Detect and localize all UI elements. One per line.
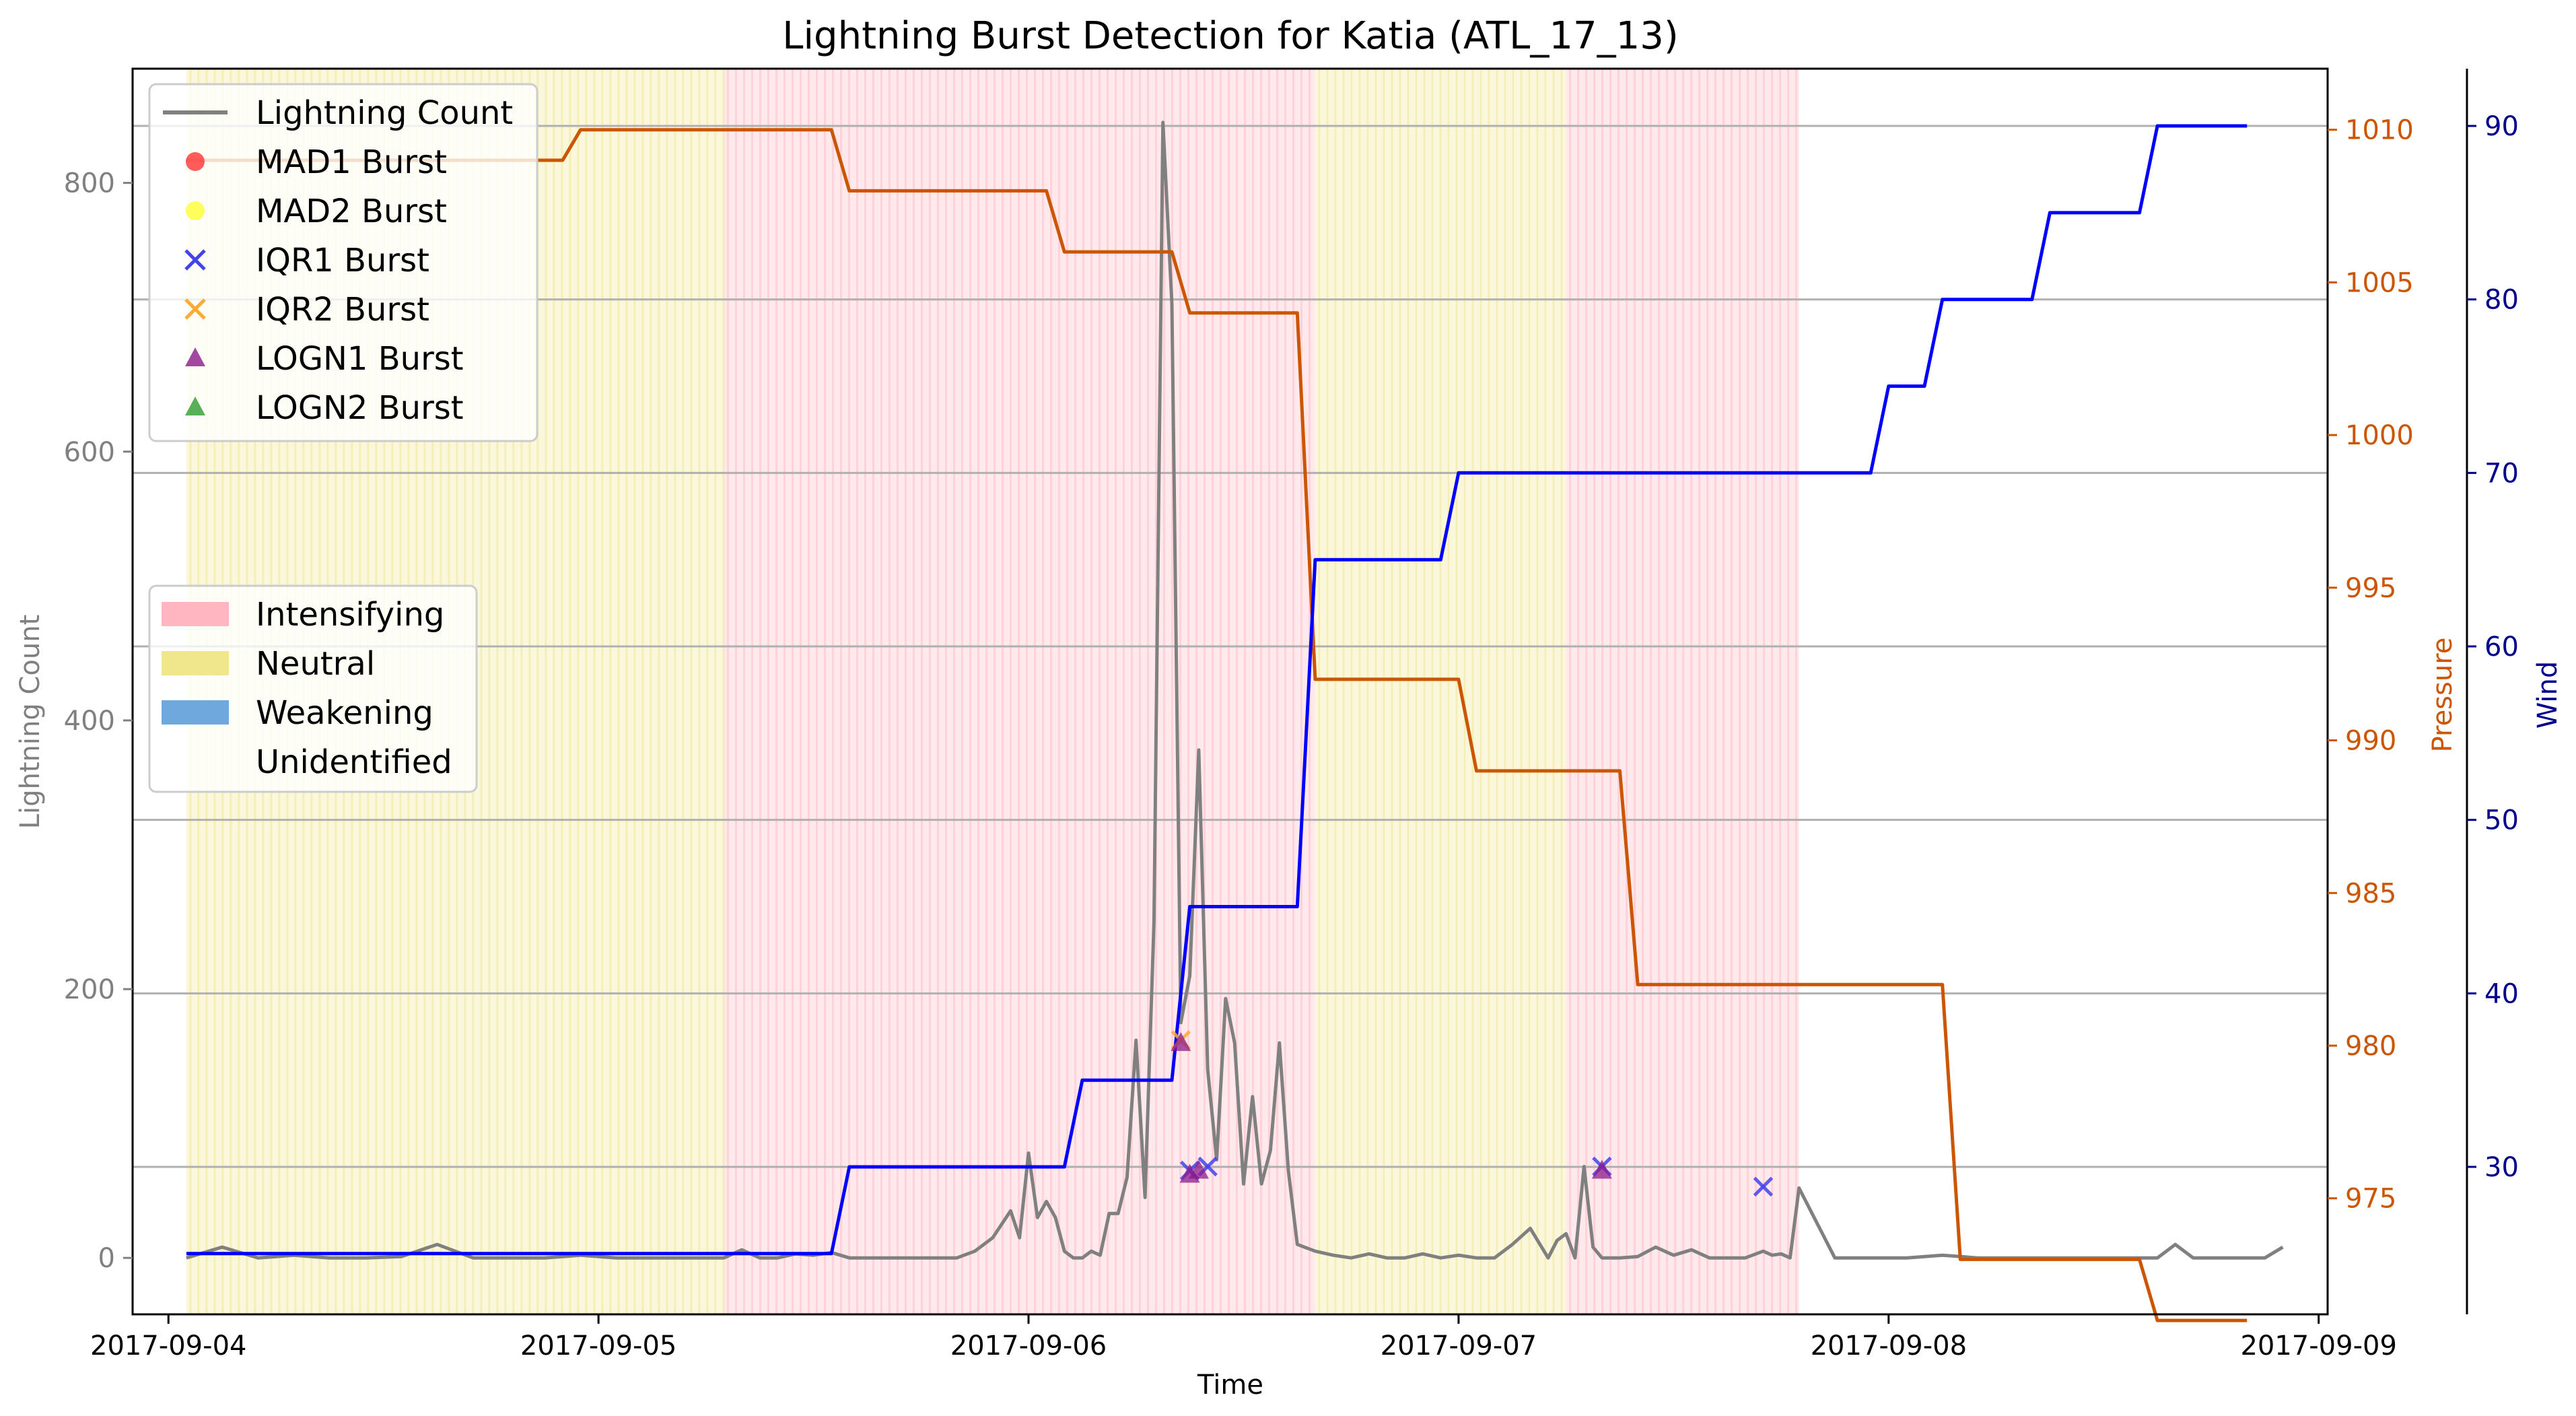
burst-marker-iqr1-burst bbox=[1753, 1176, 1774, 1197]
y-pressure-tick-label: 1000 bbox=[2345, 420, 2414, 451]
legend-phase-swatch bbox=[162, 602, 229, 626]
legend-entry: Unidentified bbox=[256, 743, 452, 781]
legend-label: LOGN1 Burst bbox=[256, 340, 464, 378]
legend-phase-swatch bbox=[162, 700, 229, 724]
legend-label: IQR1 Burst bbox=[256, 242, 429, 279]
phase-band-1 bbox=[724, 69, 1315, 1314]
legend-label: Lightning Count bbox=[256, 94, 513, 132]
legend-entry: Weakening bbox=[162, 694, 433, 732]
legend-entry: LOGN2 Burst bbox=[185, 389, 464, 427]
legend-circle-swatch bbox=[186, 201, 205, 220]
y-left-tick-label: 800 bbox=[64, 168, 115, 199]
legend-entry: IQR1 Burst bbox=[184, 242, 429, 279]
plot-frame bbox=[131, 67, 2329, 1316]
y-left-tick-label: 400 bbox=[64, 706, 115, 737]
legend-x-swatch bbox=[184, 298, 206, 320]
legend-label: LOGN2 Burst bbox=[256, 389, 464, 427]
y-wind-tick-label: 40 bbox=[2484, 978, 2519, 1009]
legend-label: MAD2 Burst bbox=[256, 193, 447, 230]
y-pressure-tick-label: 985 bbox=[2345, 878, 2396, 909]
y-left-tick-label: 200 bbox=[64, 974, 115, 1005]
series-line-lightning-count bbox=[186, 121, 2284, 1260]
y-left-tick-label: 600 bbox=[64, 437, 115, 468]
legend-phases: Intensifying Neutral Weakening Unidentified bbox=[148, 584, 478, 793]
y-pressure-tick-label: 990 bbox=[2345, 726, 2396, 757]
series-line-wind bbox=[186, 124, 2248, 1256]
phase-band-2 bbox=[1315, 69, 1566, 1314]
x-tick-label: 2017-09-09 bbox=[2240, 1330, 2396, 1361]
y-wind-tick-label: 30 bbox=[2484, 1152, 2519, 1183]
legend-circle-swatch bbox=[186, 152, 205, 171]
legend-label: Neutral bbox=[256, 645, 375, 683]
legend-entry: LOGN1 Burst bbox=[185, 340, 464, 378]
chart-title: Lightning Burst Detection for Katia (ATL… bbox=[782, 14, 1678, 58]
series-lines bbox=[186, 121, 2284, 1322]
legend-label: MAD1 Burst bbox=[256, 143, 447, 181]
y-axis-label-lightning: Lightning Count bbox=[15, 615, 46, 830]
legend-entry: Lightning Count bbox=[163, 94, 513, 132]
y-wind-tick-label: 50 bbox=[2484, 805, 2519, 836]
legend-x-swatch bbox=[184, 249, 206, 271]
phase-band-3 bbox=[1566, 69, 1799, 1314]
x-tick-label: 2017-09-05 bbox=[520, 1330, 676, 1361]
legend-entry: Intensifying bbox=[162, 596, 444, 634]
y-wind-tick-label: 60 bbox=[2484, 632, 2519, 663]
y-axis-label-pressure: Pressure bbox=[2427, 638, 2458, 753]
series-line-pressure bbox=[186, 128, 2248, 1322]
legend-label: IQR2 Burst bbox=[256, 291, 429, 329]
legend-entry: IQR2 Burst bbox=[184, 291, 429, 329]
y-pressure-tick-label: 1005 bbox=[2345, 267, 2414, 298]
legend-triangle-swatch bbox=[185, 347, 205, 366]
burst-markers bbox=[1171, 1030, 1774, 1197]
x-tick-label: 2017-09-07 bbox=[1381, 1330, 1537, 1361]
legend-entry: MAD1 Burst bbox=[186, 143, 447, 181]
legend-entry: MAD2 Burst bbox=[186, 193, 447, 230]
legend-phase-swatch bbox=[162, 651, 229, 675]
burst-x-stroke bbox=[1753, 1176, 1774, 1197]
y-left-tick-label: 0 bbox=[98, 1243, 115, 1274]
legend-label: Intensifying bbox=[256, 596, 444, 634]
y-pressure-tick-label: 995 bbox=[2345, 573, 2396, 604]
x-tick-label: 2017-09-06 bbox=[950, 1330, 1107, 1361]
x-axis-label: Time bbox=[1197, 1370, 1263, 1401]
phase-stripes-2 bbox=[1318, 69, 1563, 1314]
legend-series-box bbox=[148, 83, 538, 442]
x-tick-label: 2017-09-04 bbox=[90, 1330, 246, 1361]
burst-marker-logn1-burst bbox=[1188, 1159, 1209, 1179]
legend-triangle-swatch bbox=[185, 397, 205, 415]
y-wind-tick-label: 80 bbox=[2484, 285, 2519, 316]
burst-marker-logn1-burst bbox=[1591, 1159, 1612, 1179]
y-wind-tick-label: 90 bbox=[2484, 111, 2519, 142]
legend-label: Weakening bbox=[256, 694, 433, 732]
legend-entry: Neutral bbox=[162, 645, 375, 683]
y-wind-tick-label: 70 bbox=[2484, 458, 2519, 489]
legend-phases-box bbox=[148, 584, 478, 793]
legend-series: Lightning Count MAD1 Burst MAD2 Burst IQR1 … bbox=[148, 83, 538, 442]
legend-label: Unidentified bbox=[256, 743, 452, 781]
y-axis-label-wind: Wind bbox=[2532, 661, 2563, 729]
y-pressure-tick-label: 1010 bbox=[2345, 115, 2414, 146]
axes: 2017-09-04 2017-09-05 2017-09-06 2017-09-07… bbox=[64, 67, 2519, 1361]
x-tick-label: 2017-09-08 bbox=[1811, 1330, 1967, 1361]
y-pressure-tick-label: 975 bbox=[2345, 1184, 2396, 1215]
burst-marker-logn1-burst bbox=[1171, 1032, 1191, 1051]
y-pressure-tick-label: 980 bbox=[2345, 1031, 2396, 1062]
phase-stripes-3 bbox=[1569, 69, 1798, 1314]
